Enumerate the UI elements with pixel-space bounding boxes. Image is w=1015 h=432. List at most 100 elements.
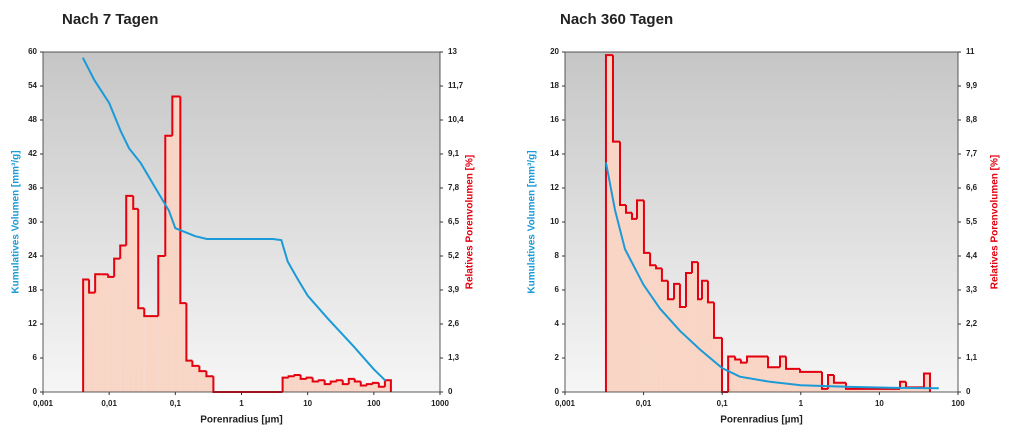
histogram-bin <box>300 378 307 392</box>
histogram-bin <box>348 378 355 392</box>
histogram-bin <box>800 371 822 392</box>
histogram-bin <box>780 356 787 392</box>
histogram-bin <box>294 375 301 392</box>
histogram-bin <box>342 384 349 392</box>
y2-axis-label: Relatives Porenvolumen [%] <box>465 155 476 289</box>
histogram-bin <box>165 135 173 392</box>
histogram-outline <box>335 379 343 382</box>
y2-tick-label: 7,8 <box>448 183 460 192</box>
histogram-outline <box>305 376 313 379</box>
histogram-bin <box>180 303 187 392</box>
y2-tick-label: 4,4 <box>966 251 978 260</box>
histogram-outline <box>624 205 633 214</box>
cumulative-line <box>81 57 387 382</box>
histogram-bin <box>786 368 801 392</box>
histogram-outline <box>185 303 193 362</box>
y-tick-label: 10 <box>550 217 559 226</box>
histogram-outline <box>779 355 787 368</box>
x-axis-label: Porenradius [µm] <box>200 415 282 426</box>
histogram-outline <box>353 378 361 383</box>
histogram-outline <box>299 375 307 380</box>
histogram-outline <box>329 380 337 385</box>
histogram-bin <box>306 377 313 392</box>
histogram-bin <box>821 388 829 392</box>
x-tick-label: 100 <box>367 399 381 408</box>
histogram-outline <box>604 54 613 392</box>
y2-tick-label: 0 <box>966 387 971 396</box>
histogram-outline <box>107 274 115 278</box>
y-axis-label: Kumulatives Volumen [mm³/g] <box>527 150 538 293</box>
histogram-bin <box>679 307 686 392</box>
histogram-bin <box>656 268 662 392</box>
y-tick-label: 24 <box>28 251 37 260</box>
histogram-outline <box>164 134 173 256</box>
chart-title: Nach 7 Tagen <box>62 11 158 28</box>
histogram-outline <box>293 374 301 377</box>
histogram-bin <box>384 380 391 392</box>
histogram-outline <box>157 255 166 317</box>
histogram-outline <box>347 377 355 385</box>
histogram-bin <box>667 299 675 392</box>
histogram-bin <box>923 373 930 392</box>
x-tick-label: 10 <box>875 399 884 408</box>
histogram-outline <box>88 279 96 294</box>
histogram-bin <box>636 200 644 392</box>
histogram-bin <box>372 382 379 392</box>
y-tick-label: 12 <box>550 183 559 192</box>
y2-tick-label: 9,1 <box>448 149 460 158</box>
histogram-bin <box>83 279 90 392</box>
histogram-bin <box>324 384 331 392</box>
histogram-outline <box>317 379 325 382</box>
histogram-bin <box>95 274 102 392</box>
histogram-bin <box>918 387 924 392</box>
histogram-outline <box>94 273 102 293</box>
histogram-outline <box>642 200 651 254</box>
x-tick-label: 0,001 <box>33 399 54 408</box>
y-tick-label: 54 <box>28 81 37 90</box>
histogram-outline <box>666 280 675 301</box>
y2-tick-label: 1,1 <box>966 353 978 362</box>
histogram-bin <box>144 316 159 392</box>
histogram-outline <box>767 356 781 369</box>
histogram-bin <box>354 381 361 392</box>
histogram-bin <box>612 141 621 392</box>
histogram-bin <box>114 258 121 392</box>
histogram-bin <box>625 212 633 392</box>
histogram-bin <box>661 280 668 392</box>
histogram-outline <box>371 381 379 385</box>
histogram-outline <box>359 381 367 387</box>
x-tick-label: 100 <box>951 399 965 408</box>
y2-tick-label: 13 <box>448 47 457 56</box>
y2-tick-label: 11 <box>966 47 975 56</box>
histogram-bin <box>120 245 127 392</box>
histogram-outline <box>785 356 801 370</box>
histogram-bin <box>336 380 343 392</box>
y-tick-label: 42 <box>28 149 37 158</box>
histogram-outline <box>727 355 736 392</box>
histogram-bin <box>360 385 367 392</box>
histogram-outline <box>832 375 847 384</box>
histogram-outline <box>205 371 214 378</box>
y-tick-label: 18 <box>28 285 37 294</box>
y2-tick-label: 6,5 <box>448 217 460 226</box>
histogram-outline <box>191 360 200 367</box>
y-tick-label: 0 <box>33 387 38 396</box>
y2-tick-label: 3,9 <box>448 285 460 294</box>
histogram-outline <box>323 380 331 386</box>
x-axis-label: Porenradius [µm] <box>720 415 802 426</box>
y2-axis-label: Relatives Porenvolumen [%] <box>990 155 1001 289</box>
histogram-bin <box>158 256 166 392</box>
histogram-bin <box>318 380 325 392</box>
histogram-outline <box>377 382 385 388</box>
histogram-bin <box>643 252 651 392</box>
y-axis-label: Kumulatives Volumen [mm³/g] <box>11 150 22 293</box>
y-tick-label: 16 <box>550 115 559 124</box>
histogram-outline <box>739 359 748 364</box>
x-tick-label: 0,001 <box>555 399 576 408</box>
y-tick-label: 30 <box>28 217 37 226</box>
y-tick-label: 48 <box>28 115 37 124</box>
y2-tick-label: 9,9 <box>966 81 978 90</box>
y-tick-label: 60 <box>28 47 37 56</box>
histogram-bin <box>192 365 200 392</box>
y2-tick-label: 1,3 <box>448 353 460 362</box>
